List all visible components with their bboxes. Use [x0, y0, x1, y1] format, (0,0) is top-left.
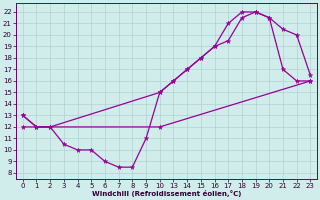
X-axis label: Windchill (Refroidissement éolien,°C): Windchill (Refroidissement éolien,°C) [92, 190, 241, 197]
